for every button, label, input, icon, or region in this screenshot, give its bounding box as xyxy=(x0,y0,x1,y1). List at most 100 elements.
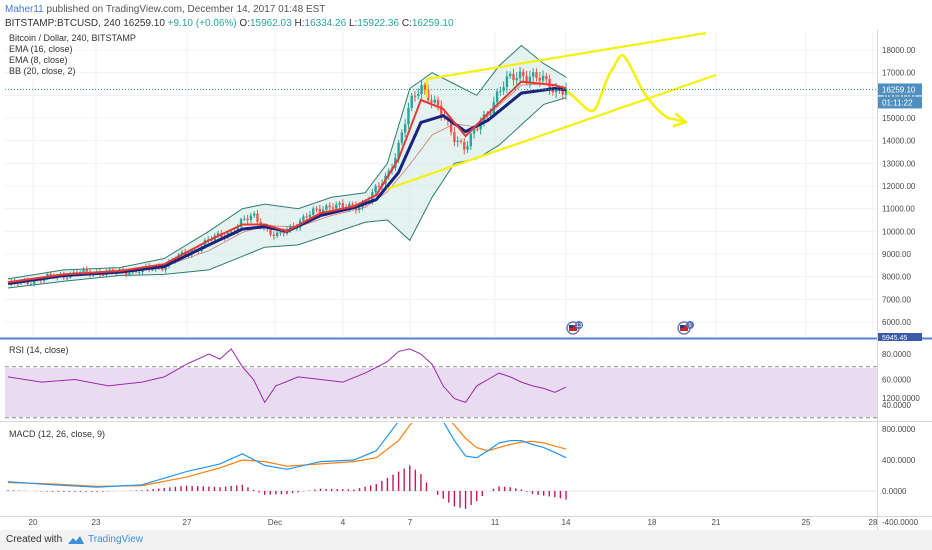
time-axis-label: 28 xyxy=(869,518,878,527)
macd-pane[interactable] xyxy=(5,423,877,515)
legend-bb[interactable]: BB (20, close, 2) xyxy=(9,66,76,76)
candle-body xyxy=(358,207,361,210)
flag-canton xyxy=(680,325,684,328)
candle-body xyxy=(331,207,335,209)
macd-label[interactable]: MACD (12, 26, close, 9) xyxy=(9,429,106,439)
candle-body xyxy=(472,128,476,134)
symbol-name: BITSTAMP:BTCUSD, 240 xyxy=(5,18,121,29)
time-axis-label: Dec xyxy=(268,518,282,527)
countdown-tag xyxy=(878,96,922,109)
time-axis-label: 25 xyxy=(802,518,811,527)
wedge-lower-trendline xyxy=(386,73,717,191)
candle-body xyxy=(476,128,479,130)
candle-body xyxy=(341,203,344,209)
legend-ema8[interactable]: EMA (8, close) xyxy=(9,55,68,65)
candle-body xyxy=(413,95,417,97)
open-label: O: xyxy=(239,18,250,29)
candle-body xyxy=(85,269,88,272)
created-with-text: Created with xyxy=(6,534,63,545)
last-price: 16259.10 xyxy=(123,18,165,29)
legend-ema16[interactable]: EMA (16, close) xyxy=(9,44,73,54)
candle-body xyxy=(49,274,52,276)
candle-body xyxy=(82,269,85,273)
time-axis-label: 18 xyxy=(648,518,657,527)
event-count-text: 5 xyxy=(688,323,691,329)
candle-body xyxy=(374,185,377,193)
candle-body xyxy=(479,122,482,130)
price-axis-label: 13000.00 xyxy=(882,159,916,168)
candle-body xyxy=(39,279,43,282)
price-axis-label: 8000.00 xyxy=(882,273,911,282)
candle-body xyxy=(72,272,75,274)
candle-body xyxy=(315,208,318,210)
candle-body xyxy=(279,231,282,233)
candle-body xyxy=(489,113,492,115)
candle-body xyxy=(328,205,331,208)
indicator-legend: Bitcoin / Dollar, 240, BITSTAMP EMA (16,… xyxy=(9,33,136,77)
price-axis-label: 18000.00 xyxy=(882,46,916,55)
chart-canvas[interactable]: 18000.00 17000.00 16000.00 15000.00 14000.00… xyxy=(0,0,932,530)
rsi-axis-label: 60.0000 xyxy=(882,376,911,385)
tradingview-brand[interactable]: TradingView xyxy=(88,534,144,545)
high-value: 16334.26 xyxy=(304,18,347,29)
published-text: published on TradingView.com, December 1… xyxy=(46,4,326,15)
candle-body xyxy=(541,75,545,81)
macd-axis-label: 1200.0000 xyxy=(882,394,920,403)
candle-body xyxy=(164,266,167,270)
candle-body xyxy=(535,72,538,78)
candle-body xyxy=(515,78,518,81)
close-label: C: xyxy=(401,18,412,29)
cut-price-tag xyxy=(878,333,922,341)
candle-body xyxy=(65,277,69,279)
price-axis-label: 14000.00 xyxy=(882,137,916,146)
open-value: 15962.03 xyxy=(249,18,292,29)
candle-body xyxy=(305,216,308,218)
candle-body xyxy=(403,124,407,133)
close-value: 16259.10 xyxy=(411,18,454,29)
candle-body xyxy=(505,76,509,88)
candle-body xyxy=(338,203,341,205)
candle-body xyxy=(249,215,253,220)
ema16-line xyxy=(7,86,567,285)
user-drawings xyxy=(386,32,717,191)
candle-body xyxy=(308,214,312,218)
event-badges[interactable]: 13 5 xyxy=(566,321,694,335)
candle-body xyxy=(272,234,276,237)
candle-body xyxy=(26,280,29,285)
publish-line: Maher11 published on TradingView.com, De… xyxy=(5,3,325,16)
footer: Created with TradingView xyxy=(0,530,932,550)
price-change: +9.10 (+0.06%) xyxy=(167,18,237,29)
candle-body xyxy=(525,76,528,83)
axis-labels: 18000.00 17000.00 16000.00 15000.00 14000.00… xyxy=(29,46,921,527)
candle-body xyxy=(561,90,564,95)
candle-body xyxy=(436,99,440,106)
candle-body xyxy=(138,272,141,274)
candle-body xyxy=(289,225,292,230)
candle-body xyxy=(397,142,400,158)
author-link[interactable]: Maher11 xyxy=(5,4,44,15)
candle-body xyxy=(282,231,285,234)
candle-body xyxy=(456,140,459,143)
candle-body xyxy=(108,269,111,271)
candle-body xyxy=(538,77,541,81)
us-flag-event-icon: 5 xyxy=(677,321,694,335)
candle-body xyxy=(239,219,243,227)
candle-body xyxy=(269,228,272,235)
bollinger-upper-line xyxy=(7,44,567,280)
candle-body xyxy=(545,75,548,79)
rsi-label[interactable]: RSI (14, close) xyxy=(9,345,69,355)
candle-body xyxy=(440,105,443,116)
candle-body xyxy=(246,218,249,220)
rsi-axis-label: 40.0000 xyxy=(882,401,911,410)
time-axis-label: 7 xyxy=(408,518,413,527)
candle-body xyxy=(275,232,279,237)
price-axis-label: 12000.00 xyxy=(882,182,916,191)
candle-body xyxy=(180,252,184,255)
candle-body xyxy=(318,208,322,213)
time-axis-label: 20 xyxy=(29,518,38,527)
ema-lines xyxy=(7,80,567,285)
event-count-bubble xyxy=(575,321,583,329)
candle-body xyxy=(256,213,259,223)
candle-body xyxy=(417,94,420,97)
bollinger-band-area xyxy=(8,45,566,288)
